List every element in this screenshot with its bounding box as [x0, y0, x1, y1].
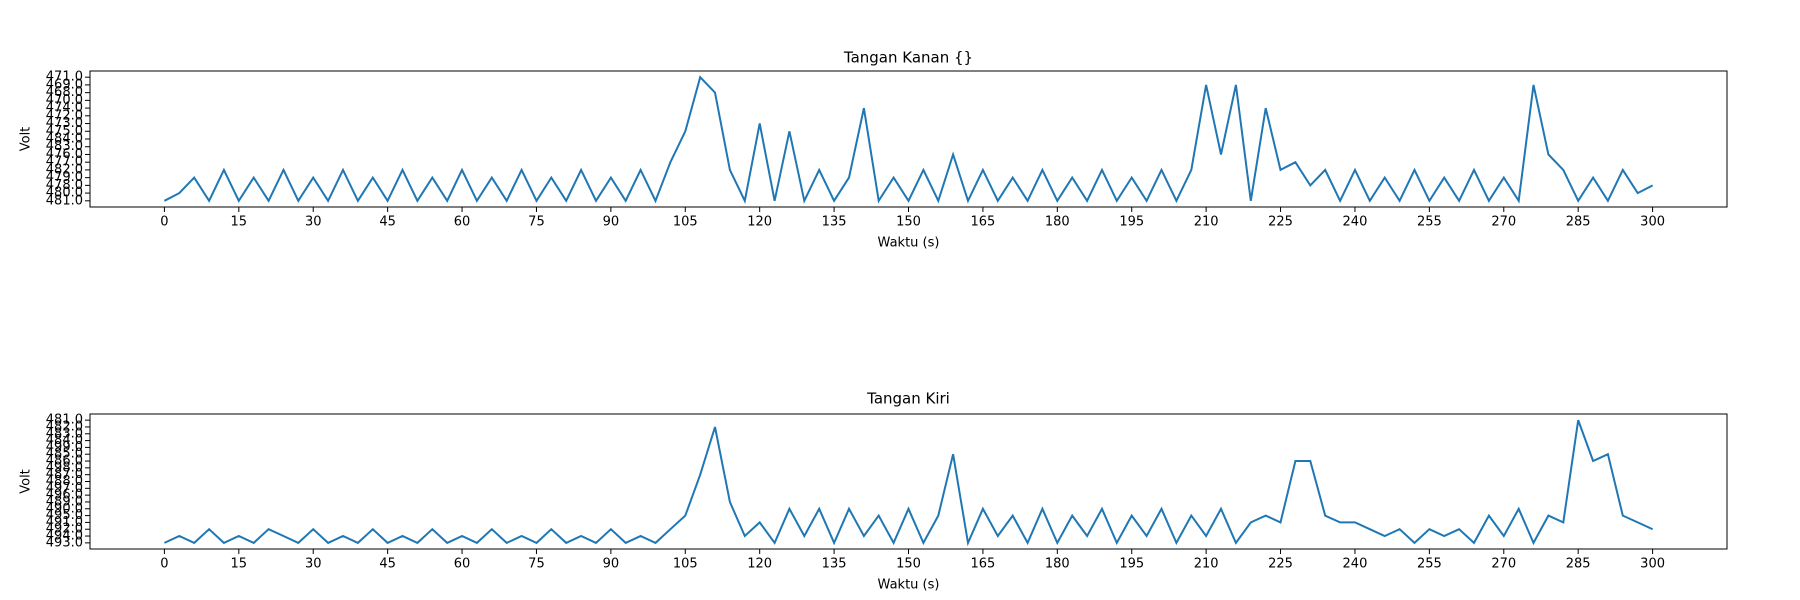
x-tick-label: 0	[160, 557, 168, 572]
y-tick-label: 493.0	[46, 535, 83, 550]
x-tick-label: 210	[1194, 557, 1219, 572]
x-axis-label: Waktu (s)	[878, 236, 940, 251]
y-tick-label: 497.0	[46, 481, 83, 496]
x-tick-label: 150	[896, 215, 921, 230]
x-axis-label: Waktu (s)	[878, 578, 940, 593]
x-tick-label: 285	[1566, 215, 1591, 230]
x-tick-label: 120	[747, 215, 772, 230]
axes-frame	[89, 70, 1728, 208]
x-tick-label: 120	[747, 557, 772, 572]
x-tick-label: 75	[528, 215, 545, 230]
y-tick-label: 483.0	[46, 139, 83, 154]
x-tick-label: 210	[1194, 215, 1219, 230]
x-tick-label: 105	[673, 215, 698, 230]
y-tick-label: 491.0	[46, 515, 83, 530]
y-tick-label: 490.0	[46, 501, 83, 516]
y-tick-label: 475.0	[46, 124, 83, 139]
x-tick-label: 30	[305, 557, 322, 572]
y-tick-label: 474.0	[46, 101, 83, 116]
y-tick-label: 472.0	[46, 108, 83, 123]
x-tick-label: 135	[822, 215, 847, 230]
x-tick-label: 180	[1045, 215, 1070, 230]
x-tick-label: 255	[1417, 215, 1442, 230]
x-tick-label: 165	[970, 557, 995, 572]
y-tick-label: 487.0	[46, 467, 83, 482]
y-tick-label: 471.0	[46, 70, 83, 85]
line-series	[163, 75, 1654, 204]
x-tick-label: 105	[673, 557, 698, 572]
x-tick-label: 225	[1268, 557, 1293, 572]
x-tick-label: 180	[1045, 557, 1070, 572]
x-tick-label: 45	[379, 215, 396, 230]
y-axis-label: Volt	[19, 469, 34, 494]
y-tick-label: 492.0	[46, 522, 83, 537]
y-tick-label: 481.0	[46, 193, 83, 208]
y-tick-label: 478.0	[46, 178, 83, 193]
x-tick-label: 300	[1640, 215, 1665, 230]
line-series	[163, 419, 1654, 547]
chart-title: Tangan Kiri	[866, 390, 950, 408]
x-tick-label: 300	[1640, 557, 1665, 572]
x-tick-label: 195	[1119, 557, 1144, 572]
y-tick-label: 495.0	[46, 508, 83, 523]
y-tick-label: 499.0	[46, 440, 83, 455]
x-tick-label: 60	[454, 557, 471, 572]
y-axis-label: Volt	[19, 127, 34, 152]
y-tick-label: 494.0	[46, 529, 83, 544]
x-tick-label: 60	[454, 215, 471, 230]
y-tick-label: 469.0	[46, 77, 83, 92]
y-tick-label: 473.0	[46, 116, 83, 131]
y-tick-label: 476.0	[46, 147, 83, 162]
y-tick-label: 470.0	[46, 93, 83, 108]
y-tick-label: 477.0	[46, 155, 83, 170]
y-tick-label: 482.0	[46, 162, 83, 177]
x-tick-label: 90	[603, 215, 620, 230]
x-tick-label: 75	[528, 557, 545, 572]
x-tick-label: 195	[1119, 215, 1144, 230]
y-tick-label: 468.0	[46, 85, 83, 100]
x-tick-label: 30	[305, 215, 322, 230]
x-tick-label: 135	[822, 557, 847, 572]
y-tick-label: 496.0	[46, 488, 83, 503]
x-tick-label: 150	[896, 557, 921, 572]
x-tick-label: 255	[1417, 557, 1442, 572]
x-tick-label: 15	[231, 557, 248, 572]
y-tick-label: 488.0	[46, 474, 83, 489]
y-tick-label: 482.0	[46, 419, 83, 434]
chart-title: Tangan Kanan {}	[843, 49, 973, 67]
axes-frame	[89, 413, 1728, 550]
x-tick-label: 90	[603, 557, 620, 572]
x-tick-label: 165	[970, 215, 995, 230]
y-tick-label: 484.0	[46, 132, 83, 147]
y-tick-label: 483.0	[46, 426, 83, 441]
y-tick-label: 498.0	[46, 460, 83, 475]
x-tick-label: 15	[231, 215, 248, 230]
y-tick-label: 485.0	[46, 447, 83, 462]
y-tick-label: 479.0	[46, 170, 83, 185]
x-tick-label: 45	[379, 557, 396, 572]
x-tick-label: 270	[1491, 557, 1516, 572]
x-tick-label: 225	[1268, 215, 1293, 230]
y-tick-label: 480.0	[46, 186, 83, 201]
x-tick-label: 270	[1491, 215, 1516, 230]
x-tick-label: 240	[1343, 215, 1368, 230]
y-tick-label: 489.0	[46, 494, 83, 509]
x-tick-label: 0	[160, 215, 168, 230]
y-tick-label: 484.0	[46, 433, 83, 448]
x-tick-label: 285	[1566, 557, 1591, 572]
x-tick-label: 240	[1343, 557, 1368, 572]
y-tick-label: 486.0	[46, 454, 83, 469]
y-tick-label: 481.0	[46, 413, 83, 428]
